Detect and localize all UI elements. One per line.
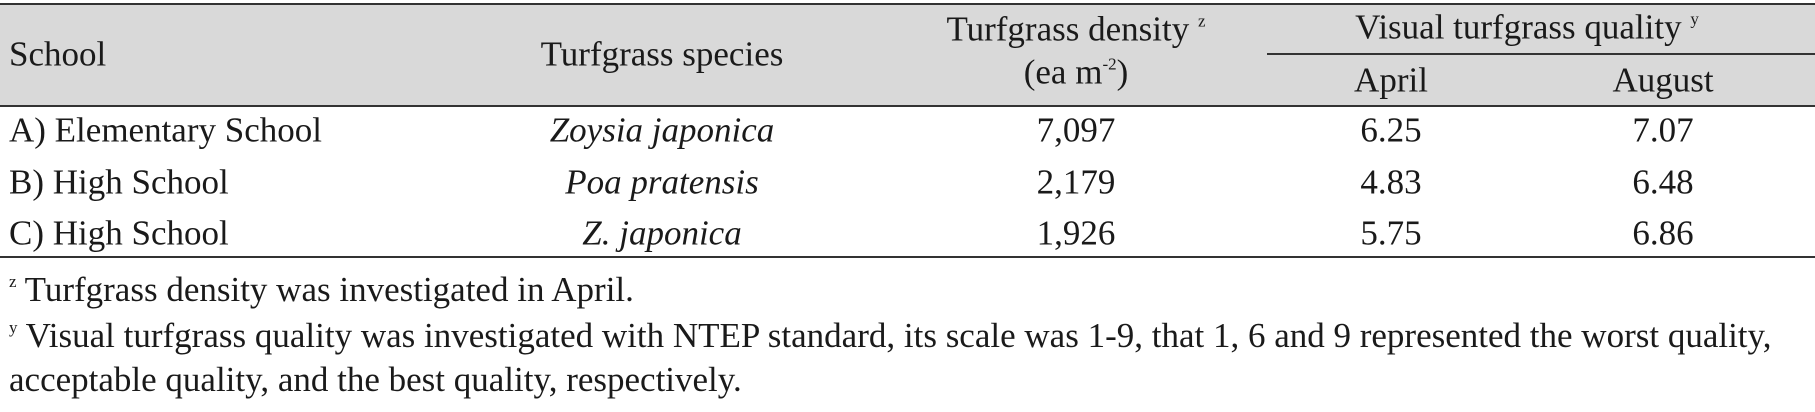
header-school: School bbox=[9, 34, 107, 74]
footnote: z Turfgrass density was investigated in … bbox=[9, 260, 1809, 312]
footnote-mark: y bbox=[9, 318, 18, 337]
unit-exponent: -2 bbox=[1102, 54, 1117, 74]
footnote-mark: z bbox=[1197, 11, 1206, 31]
header-quality-text: Visual turfgrass quality bbox=[1355, 7, 1682, 47]
header-species: Turfgrass species bbox=[540, 34, 784, 74]
header-rule bbox=[0, 105, 1815, 107]
cell-species: Z. japonica bbox=[582, 213, 742, 253]
footnote-text: Visual turfgrass quality was investigate… bbox=[9, 316, 1772, 399]
header-background bbox=[0, 4, 1815, 106]
header-density-unit: (ea m-2) bbox=[1024, 55, 1129, 90]
unit-text: ) bbox=[1116, 52, 1129, 92]
cell-april: 5.75 bbox=[1360, 213, 1422, 253]
header-quality: Visual turfgrass quality y bbox=[1355, 10, 1699, 45]
top-rule bbox=[0, 3, 1815, 5]
cell-april: 6.25 bbox=[1360, 110, 1422, 150]
group-rule bbox=[1267, 53, 1815, 55]
footnote: y Visual turfgrass quality was investiga… bbox=[9, 306, 1809, 402]
bottom-rule bbox=[0, 256, 1815, 258]
footnote-text: Turfgrass density was investigated in Ap… bbox=[24, 270, 634, 309]
header-density: Turfgrass density z bbox=[946, 12, 1205, 47]
cell-density: 2,179 bbox=[1036, 162, 1116, 202]
cell-school: B) High School bbox=[9, 162, 229, 202]
header-august: August bbox=[1612, 60, 1714, 100]
cell-august: 6.48 bbox=[1632, 162, 1694, 202]
cell-species: Poa pratensis bbox=[565, 162, 759, 202]
footnote-mark: y bbox=[1690, 9, 1699, 29]
cell-august: 7.07 bbox=[1632, 110, 1694, 150]
cell-august: 6.86 bbox=[1632, 213, 1694, 253]
cell-school: A) Elementary School bbox=[9, 110, 322, 150]
header-april: April bbox=[1354, 60, 1428, 100]
header-density-text: Turfgrass density bbox=[946, 9, 1190, 49]
cell-april: 4.83 bbox=[1360, 162, 1422, 202]
footnote-mark: z bbox=[9, 272, 17, 291]
cell-density: 7,097 bbox=[1036, 110, 1116, 150]
unit-text: (ea m bbox=[1023, 52, 1103, 92]
cell-species: Zoysia japonica bbox=[549, 110, 775, 150]
cell-density: 1,926 bbox=[1036, 213, 1116, 253]
cell-school: C) High School bbox=[9, 213, 229, 253]
